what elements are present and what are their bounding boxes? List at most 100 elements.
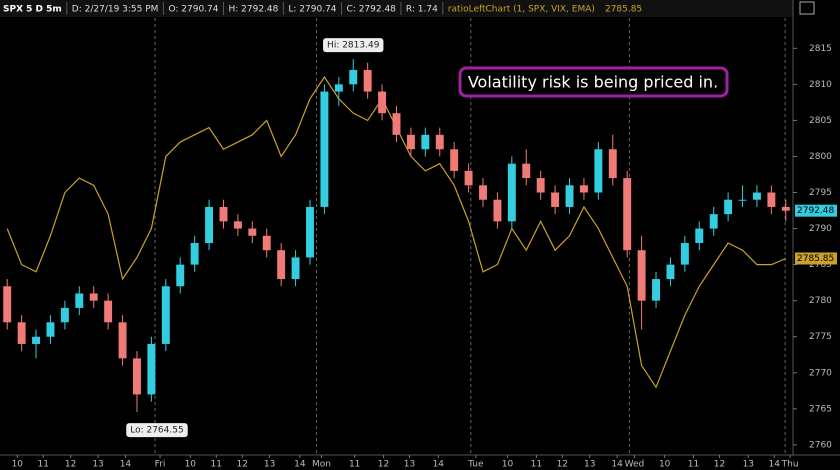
candle-body [306, 206, 314, 258]
last-price: 2792.48 [797, 206, 834, 216]
y-tick-label: 2790 [809, 224, 832, 234]
last-price-box [795, 204, 837, 217]
x-tick-label: 13 [264, 460, 275, 470]
y-tick-label: 2795 [809, 188, 832, 198]
hi-label: Hi: 2813.49 [327, 41, 380, 51]
candle-body [421, 134, 430, 150]
candle-body [349, 69, 358, 85]
annotation: Volatility risk is being priced in. [468, 73, 718, 92]
candle-body [536, 178, 545, 193]
candle-body [60, 307, 69, 323]
candle-body [680, 242, 689, 265]
x-tick-label: 11 [38, 460, 49, 470]
hi-label-box [323, 38, 384, 53]
candle-body [378, 91, 387, 114]
candle-body [666, 264, 675, 280]
x-tick-label: 11 [349, 460, 360, 470]
x-tick-label: 12 [557, 460, 568, 470]
x-tick-label: Tue [467, 460, 484, 470]
header-item: H: 2792.48 [229, 5, 279, 15]
candle-body [3, 286, 12, 323]
candle-body [233, 221, 242, 229]
candle-body [147, 343, 156, 395]
header-item: SPX 5 D 5m [3, 5, 62, 15]
header-bar [0, 0, 793, 17]
candle-body [277, 250, 286, 280]
candle-body [248, 228, 257, 236]
x-tick-label: 13 [584, 460, 595, 470]
y-tick-label: 2805 [809, 116, 832, 126]
x-tick-label: 11 [211, 460, 222, 470]
y-tick-label: 2815 [809, 44, 832, 54]
candle-body [652, 279, 660, 301]
x-tick-label: 14 [769, 460, 781, 470]
x-tick-label: 14 [294, 460, 306, 470]
header: SPX 5 D 5m D: 2/27/19 3:55 PM O: 2790.74 H:… [3, 2, 642, 15]
x-tick-label: 10 [185, 460, 197, 470]
x-tick-label: 10 [12, 460, 24, 470]
header-ratio-value: 2785.85 [605, 5, 642, 15]
last-ratio: 2785.85 [797, 254, 834, 264]
candle-body [507, 163, 516, 222]
x-tick-label: Wed [625, 460, 645, 470]
x-tick-label: Fri [155, 460, 166, 470]
header-item: L: 2790.74 [288, 5, 336, 15]
x-tick-label: 10 [659, 460, 671, 470]
y-tick-label: 2770 [809, 368, 832, 378]
candle-body [406, 134, 415, 150]
candle-body [17, 322, 26, 344]
x-tick-label: 13 [743, 460, 754, 470]
candle-body [262, 235, 271, 251]
candle-body [75, 293, 84, 308]
header-item: D: 2/27/19 3:55 PM [72, 5, 159, 15]
settings-icon[interactable] [799, 1, 815, 15]
y-tick-label: 2760 [809, 440, 832, 450]
candle-body [579, 185, 588, 193]
candle-body [89, 293, 98, 301]
candle-body [594, 149, 603, 193]
candle-body [752, 192, 761, 200]
candle-body [118, 322, 127, 359]
y-tick-label: 2800 [809, 152, 832, 162]
x-tick-label: 14 [433, 460, 445, 470]
header-item: C: 2792.48 [347, 5, 397, 15]
x-tick-label: 10 [502, 460, 514, 470]
x-tick-label: 11 [688, 460, 699, 470]
header-item: O: 2790.74 [168, 5, 218, 15]
x-tick-label: 13 [404, 460, 415, 470]
x-tick-label: 12 [65, 460, 76, 470]
candle-body [551, 192, 560, 207]
x-tick-label: 12 [378, 460, 389, 470]
candle-body [133, 358, 141, 395]
lo-label-box [126, 423, 188, 438]
candle-body [334, 84, 343, 92]
x-tick-label: 14 [120, 460, 132, 470]
candle-body [565, 185, 574, 207]
candle-body [161, 286, 170, 344]
candle-body [320, 91, 329, 207]
candle-body [464, 170, 473, 186]
x-tick-label: 12 [714, 460, 725, 470]
header-item: R: 1.74 [406, 5, 438, 15]
candle-body [450, 149, 459, 171]
y-tick-label: 2810 [809, 80, 832, 90]
candle-body [176, 264, 185, 287]
plot-area: 2760 2765 2770 2775 2780 2785 2790 2795 2800 2805… [3, 18, 837, 470]
x-tick-label: 12 [236, 460, 247, 470]
candle-body [709, 214, 718, 229]
x-tick-label: Mon [312, 460, 331, 470]
x-tick-label: Thu [781, 460, 799, 470]
candle-body [205, 206, 214, 243]
annotation-box [458, 66, 729, 98]
y-tick-label: 2785 [809, 260, 832, 270]
candle-body [435, 134, 444, 150]
candle-body [767, 192, 776, 207]
candle-body [363, 69, 372, 92]
candle-body [46, 322, 55, 337]
candle-body [392, 113, 401, 135]
candle-body [190, 242, 199, 265]
candle-body [637, 250, 646, 301]
x-tick-label: 11 [531, 460, 542, 470]
